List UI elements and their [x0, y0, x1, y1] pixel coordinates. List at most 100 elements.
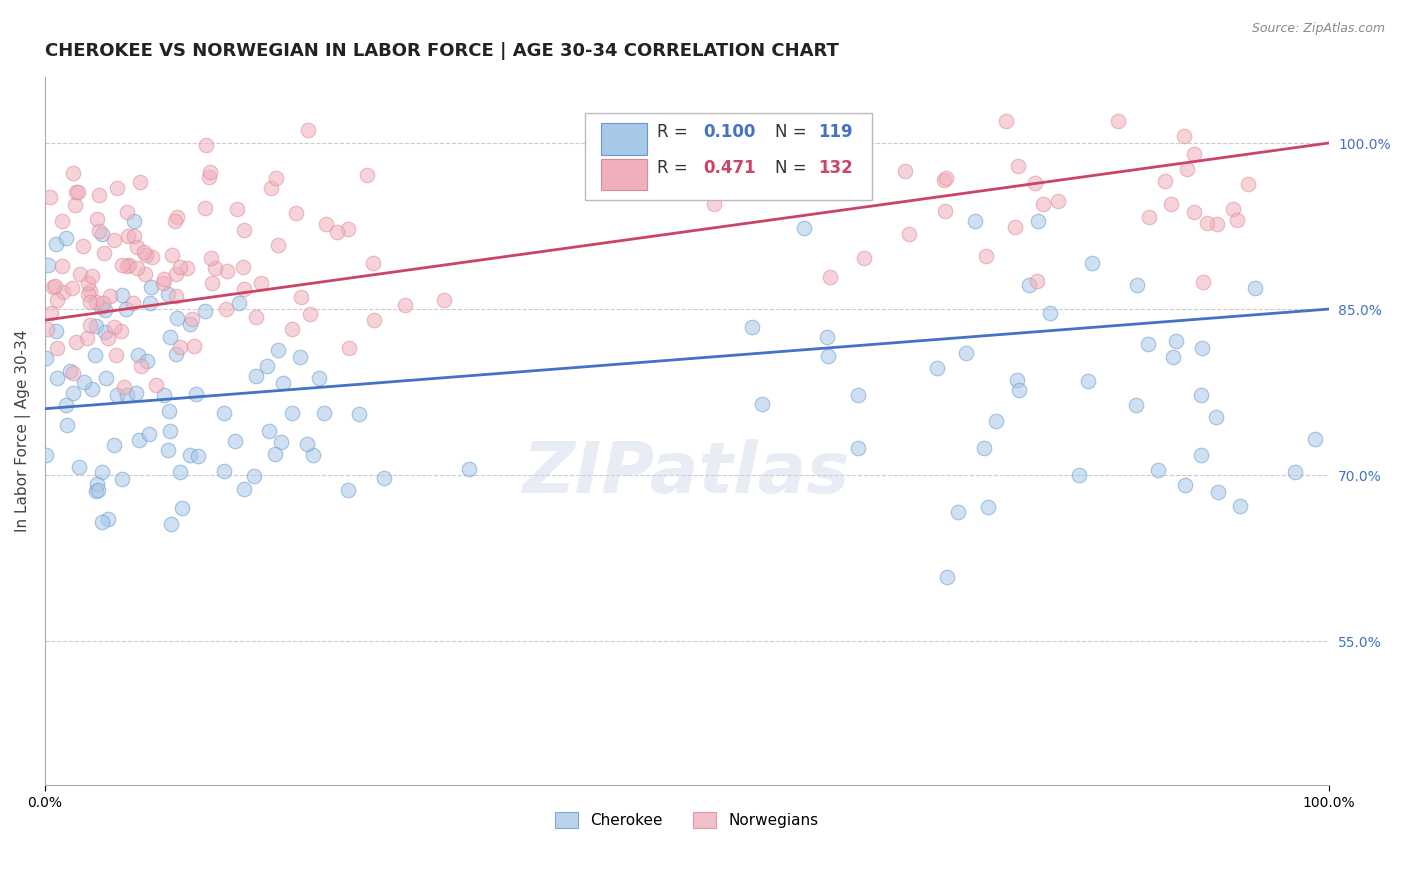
Point: [986, 414, 1008, 428]
Point: [152, 388, 174, 402]
Point: [925, 361, 948, 376]
Point: [39, 190, 62, 204]
Point: [184, 387, 207, 401]
Point: [1160, 197, 1182, 211]
Point: [90, 301, 112, 315]
Point: [290, 290, 312, 304]
Point: [55, 231, 77, 245]
Point: [394, 298, 416, 312]
Point: [93, 302, 115, 317]
Point: [44, 279, 66, 293]
Point: [200, 251, 222, 265]
Point: [138, 426, 160, 441]
Point: [84, 294, 107, 309]
Point: [834, 164, 856, 178]
Point: [117, 388, 139, 402]
Point: [89, 188, 111, 202]
Point: [1154, 174, 1177, 188]
Point: [257, 424, 280, 438]
Point: [894, 164, 917, 178]
Point: [373, 471, 395, 485]
Point: [111, 258, 134, 272]
Point: [326, 225, 349, 239]
Point: [1018, 277, 1040, 292]
Text: 0.471: 0.471: [703, 160, 756, 178]
Point: [80, 382, 103, 396]
Point: [62, 366, 84, 380]
Point: [118, 258, 141, 272]
Point: [110, 324, 132, 338]
FancyBboxPatch shape: [585, 112, 872, 200]
Point: [111, 288, 134, 302]
Point: [73, 375, 96, 389]
Point: [65, 185, 87, 199]
Point: [228, 295, 250, 310]
Point: [308, 371, 330, 385]
Point: [1081, 256, 1104, 270]
Point: [1226, 213, 1249, 227]
Point: [156, 287, 179, 301]
Point: [172, 500, 194, 515]
Point: [67, 185, 90, 199]
Point: [91, 515, 114, 529]
Text: 119: 119: [818, 122, 852, 141]
Point: [312, 406, 335, 420]
Point: [336, 483, 359, 497]
Text: ZIPatlas: ZIPatlas: [523, 439, 851, 508]
Text: 0.100: 0.100: [703, 122, 756, 141]
Legend: Cherokee, Norwegians: Cherokee, Norwegians: [548, 806, 824, 834]
Point: [793, 221, 815, 235]
Point: [117, 205, 139, 219]
Point: [1189, 388, 1212, 402]
Point: [994, 114, 1017, 128]
Point: [935, 170, 957, 185]
Point: [77, 276, 100, 290]
Point: [87, 483, 110, 497]
Point: [458, 462, 481, 476]
Point: [1047, 194, 1070, 209]
Point: [1195, 216, 1218, 230]
Point: [93, 246, 115, 260]
Point: [117, 259, 139, 273]
Point: [183, 338, 205, 352]
Point: [160, 248, 183, 262]
Point: [433, 293, 456, 308]
Point: [112, 379, 135, 393]
Point: [122, 213, 145, 227]
Point: [159, 517, 181, 532]
Point: [233, 223, 256, 237]
Point: [181, 312, 204, 326]
Point: [1026, 274, 1049, 288]
Point: [1191, 448, 1213, 462]
Point: [79, 318, 101, 333]
Point: [337, 222, 360, 236]
Point: [159, 330, 181, 344]
Point: [134, 245, 156, 260]
Point: [117, 229, 139, 244]
FancyBboxPatch shape: [600, 159, 647, 190]
Point: [1125, 398, 1147, 412]
Point: [127, 348, 149, 362]
Point: [35, 449, 58, 463]
Point: [249, 277, 271, 291]
Point: [215, 301, 238, 316]
Point: [1147, 463, 1170, 477]
Point: [37, 322, 59, 336]
Point: [363, 313, 385, 327]
Point: [122, 296, 145, 310]
Text: R =: R =: [657, 122, 693, 141]
Point: [212, 464, 235, 478]
Point: [93, 325, 115, 339]
Point: [91, 227, 114, 242]
Point: [156, 442, 179, 457]
Point: [86, 319, 108, 334]
Point: [105, 388, 128, 402]
Point: [1244, 281, 1267, 295]
Point: [243, 469, 266, 483]
Text: N =: N =: [775, 122, 813, 141]
Point: [740, 320, 762, 334]
Point: [1137, 337, 1160, 351]
Point: [194, 304, 217, 318]
Point: [846, 441, 869, 455]
Point: [169, 466, 191, 480]
